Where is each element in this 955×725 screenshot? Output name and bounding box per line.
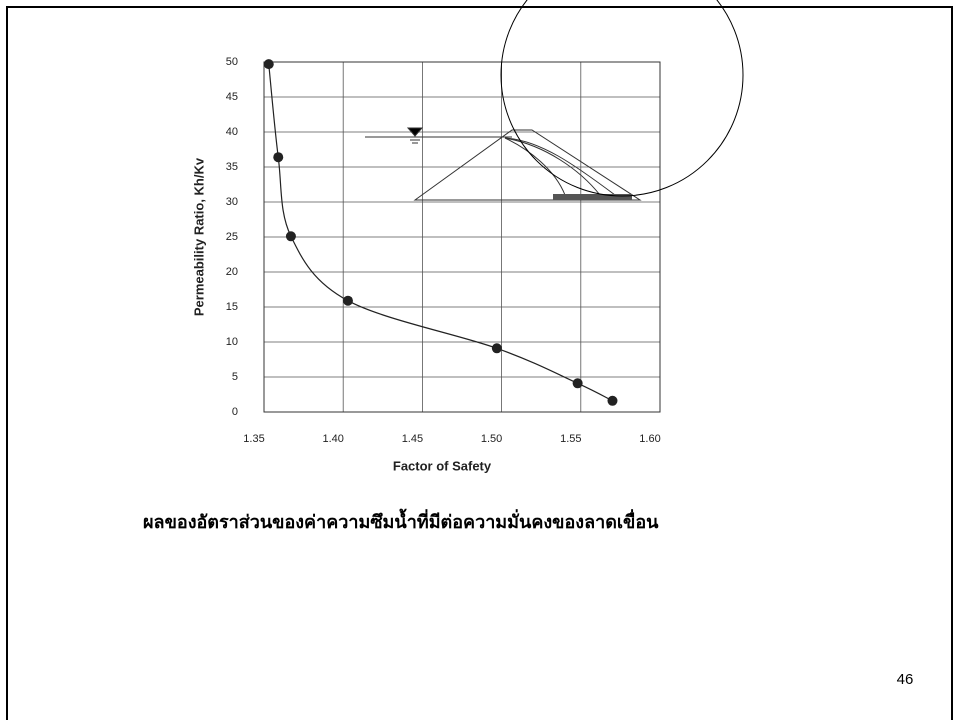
plot-frame xyxy=(263,61,661,413)
x-tick-label: 1.60 xyxy=(639,433,660,445)
point xyxy=(491,343,502,354)
point xyxy=(285,231,296,242)
seepage-line xyxy=(504,137,601,196)
y-tick-label: 10 xyxy=(226,336,238,348)
point xyxy=(572,378,583,389)
water-symbol xyxy=(406,127,424,137)
x-tick-label: 1.55 xyxy=(560,433,581,445)
drain xyxy=(553,194,632,200)
y-tick-label: 50 xyxy=(226,56,238,68)
highlight-circle xyxy=(500,0,744,197)
y-tick-label: 15 xyxy=(226,301,238,313)
point xyxy=(607,395,618,406)
y-tick-label: 20 xyxy=(226,266,238,278)
caption: ผลของอัตราส่วนของค่าความซึมน้ำที่มีต่อคว… xyxy=(143,508,659,532)
point xyxy=(263,59,274,70)
x-tick-label: 1.40 xyxy=(322,433,343,445)
y-tick-label: 30 xyxy=(226,196,238,208)
x-tick-label: 1.45 xyxy=(402,433,423,445)
slide-border xyxy=(6,6,953,720)
y-tick-label: 5 xyxy=(232,371,238,383)
point xyxy=(342,295,353,306)
x-tick-label: 1.50 xyxy=(481,433,502,445)
seepage-line xyxy=(504,137,566,196)
plot: 0 5 10 15 20 25 30 35 40 45 50 1.35 1.40 1.45 1.50 1.55… xyxy=(191,56,660,474)
y-axis-label: Permeability Ratio, Kh/Kv xyxy=(191,157,206,316)
y-tick-label: 25 xyxy=(226,231,238,243)
x-axis-label: Factor of Safety xyxy=(393,458,492,473)
point xyxy=(273,152,284,163)
page-number: 46 xyxy=(897,671,914,688)
y-tick-label: 45 xyxy=(226,91,238,103)
seepage-line xyxy=(504,137,616,196)
dam-inset xyxy=(365,127,642,201)
y-tick-label: 40 xyxy=(226,126,238,138)
x-tick-label: 1.35 xyxy=(243,433,264,445)
y-tick-label: 35 xyxy=(226,161,238,173)
y-tick-label: 0 xyxy=(232,406,238,418)
